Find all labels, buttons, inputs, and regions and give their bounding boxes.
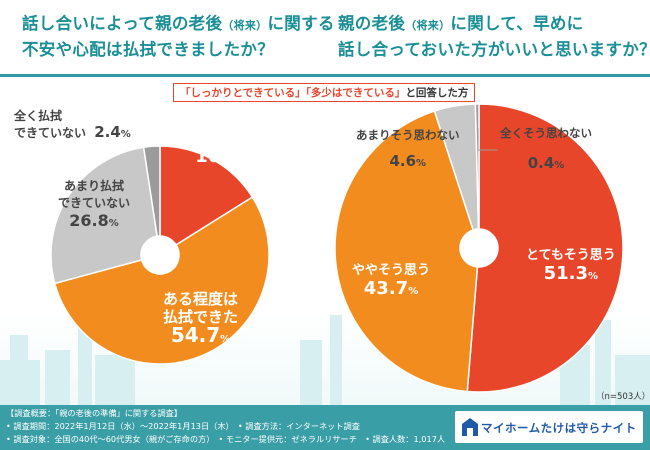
left-label-1-pct: % (220, 334, 231, 345)
question-2-title: 親の老後（将来）に関して、早めに 話し合っておいた方がいいと思いますか？ (338, 12, 650, 62)
right-donut-leader-line (477, 128, 498, 151)
left-label-somewhat-resolved: ある程度は 払拭できた 54.7% (163, 290, 238, 349)
sample-size: （n=503人） (596, 392, 650, 402)
right-label-not-at-all-agree: 全くそう思わない 0.4% (500, 118, 592, 181)
left-label-3-line2: できていない (14, 126, 87, 140)
left-label-not-much-resolved: あまり払拭 できていない 26.8% (58, 178, 130, 232)
left-label-3-pct: % (120, 129, 131, 140)
right-label-2-pct: % (416, 158, 427, 169)
note-part2: 「多少はできている」 (305, 87, 406, 99)
q2-line2: 話し合っておいた方がいいと思いますか？ (338, 40, 650, 59)
right-label-3-value: 0.4 (527, 154, 555, 172)
left-label-2-line2: できていない (58, 196, 131, 210)
footer-line2: • 調査期間：2022年1月12日（水）～2022年1月13日（木） • 調査方… (6, 421, 360, 431)
q2-line1b: に関して、早めに (450, 14, 584, 33)
city-skyline-background (0, 315, 650, 405)
right-label-2-line1: あまりそう思わない (356, 128, 460, 142)
left-label-0-pct: % (239, 154, 250, 165)
q2-line1a: 親の老後 (338, 14, 406, 33)
right-label-3-pct: % (554, 160, 565, 171)
note-part1: 「しっかりとできている」 (180, 87, 306, 99)
left-label-2-pct: % (108, 218, 119, 229)
donut-chart-right (334, 103, 624, 393)
left-label-0-value: 16.1 (195, 146, 240, 167)
left-donut-center-hole (141, 236, 179, 274)
right-label-0-pct: % (588, 271, 599, 282)
right-label-1-value: 43.7 (363, 278, 409, 299)
right-label-strongly-agree: とてもそう思う 51.3% (526, 247, 616, 286)
left-label-3-line1: 全く払拭 (14, 109, 63, 123)
question-header: 話し合いによって親の老後（将来）に関する 不安や心配は払拭できましたか？ 親の老… (0, 0, 650, 77)
right-label-not-much-agree: あまりそう思わない 4.6% (356, 122, 460, 177)
right-label-somewhat-agree: ややそう思う 43.7% (352, 262, 430, 301)
left-label-0-line1: 全て払拭できた (170, 130, 276, 148)
q1-paren: （将来） (222, 19, 268, 32)
left-label-1-value: 54.7 (170, 323, 221, 347)
note-part3: と回答した方 (405, 87, 469, 99)
left-label-all-resolved: 全て払拭できた 16.1% (170, 130, 275, 169)
respondent-note: 「しっかりとできている」「多少はできている」と回答した方 (173, 83, 476, 102)
logo-text: マイホームたけは守らナイト (481, 421, 637, 435)
brand-logo[interactable]: マイホームたけは守らナイト (455, 411, 643, 443)
footer-line3: • 調査対象：全国の40代～60代男女（親がご存命の方） • モニター提供元：ゼ… (6, 434, 446, 444)
house-shield-icon (462, 418, 478, 436)
header-divider (0, 74, 650, 77)
donut-chart-left (50, 145, 270, 365)
left-label-not-at-all-resolved: 全く払拭 できていない 2.4% (14, 108, 131, 143)
right-label-0-value: 51.3 (543, 263, 589, 284)
footer-line1: 【調査概要：「親の老後の準備」に関する調査】 (6, 408, 183, 418)
q1-line2: 不安や心配は払拭できましたか？ (22, 40, 274, 59)
right-donut-center-hole (460, 229, 498, 267)
question-1-title: 話し合いによって親の老後（将来）に関する 不安や心配は払拭できましたか？ (22, 12, 335, 62)
left-label-2-value: 26.8 (69, 211, 109, 230)
right-label-2-value: 4.6 (389, 152, 417, 170)
left-label-2-line1: あまり払拭 (64, 179, 125, 193)
right-label-3-line1: 全くそう思わない (500, 126, 592, 140)
q2-paren: （将来） (405, 19, 451, 32)
right-label-0-line1: とてもそう思う (526, 248, 616, 263)
q1-line1: 話し合いによって親の老後 (22, 14, 223, 33)
q1-line1b: に関する (267, 14, 335, 33)
right-label-1-line1: ややそう思う (352, 263, 431, 278)
right-label-1-pct: % (408, 286, 419, 297)
left-label-1-line1: ある程度は (163, 290, 239, 308)
left-label-3-value: 2.4 (94, 123, 121, 141)
left-label-1-line2: 払拭できた (163, 308, 239, 326)
